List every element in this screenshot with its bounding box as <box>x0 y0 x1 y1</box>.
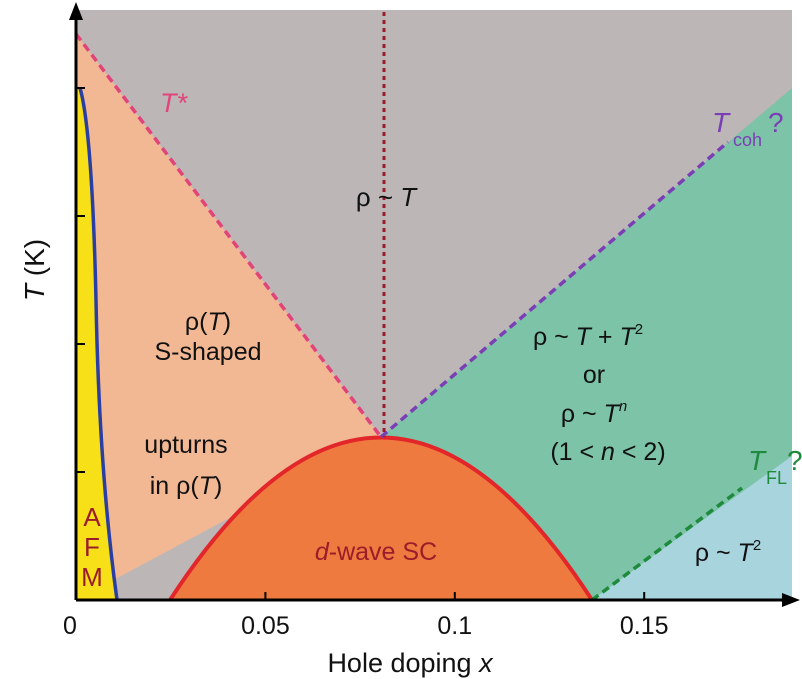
pseudogap-label-2: S-shaped <box>154 338 261 366</box>
svg-text:FL: FL <box>766 468 787 488</box>
t-fl-label: T FL ? <box>748 445 802 488</box>
axes: 00.050.10.150.20.250.3 <box>63 2 800 640</box>
svg-text:?: ? <box>768 107 784 138</box>
svg-text:T: T <box>712 107 731 138</box>
x-tick-label: 0 <box>63 612 77 640</box>
x-tick-label: 0.15 <box>620 612 669 640</box>
afm-label: A F M <box>81 502 103 592</box>
x-tick-label: 0.05 <box>241 612 290 640</box>
svg-text:M: M <box>81 562 103 592</box>
x-axis-arrow <box>782 593 800 607</box>
y-axis-label: T (K) <box>19 239 50 301</box>
afm-edge <box>78 87 119 601</box>
y-ticks <box>76 87 85 473</box>
sc-label: d-wave SC <box>315 538 437 566</box>
svg-text:A: A <box>83 502 101 532</box>
x-axis-label: Hole doping x <box>327 648 494 678</box>
x-ticks: 00.050.10.150.20.250.3 <box>63 592 669 640</box>
strange-metal-label: ρ ~ T <box>356 182 418 212</box>
y-axis-arrow <box>69 2 83 20</box>
crossover-region <box>381 88 792 600</box>
fermi-liquid-label: ρ ~ T2 <box>695 537 761 567</box>
crossover-label-4: (1 < n < 2) <box>550 438 665 466</box>
t-star-line <box>74 32 383 439</box>
boundary-lines <box>74 12 744 602</box>
crossover-label-3: ρ ~ Tn <box>561 398 627 428</box>
crossover-label-2: or <box>583 361 605 389</box>
crossover-label-1: ρ ~ T + T2 <box>533 321 643 351</box>
sc-dome-edge <box>168 435 594 602</box>
upturns-label-1: upturns <box>144 431 227 459</box>
svg-text:T: T <box>748 445 767 476</box>
x-tick-label: 0.1 <box>437 612 472 640</box>
fermi-liquid-region <box>592 456 792 600</box>
t-coh-label: T coh ? <box>712 107 784 150</box>
t-star-label: T* <box>160 88 188 118</box>
t-coh-line <box>379 140 730 439</box>
t-fl-line <box>590 486 744 602</box>
svg-text:F: F <box>84 532 100 562</box>
svg-text:coh: coh <box>733 130 762 150</box>
svg-text:?: ? <box>787 445 802 476</box>
upturns-label-2: in ρ(T) <box>150 472 223 500</box>
pseudogap-label-1: ρ(T) <box>185 308 231 336</box>
